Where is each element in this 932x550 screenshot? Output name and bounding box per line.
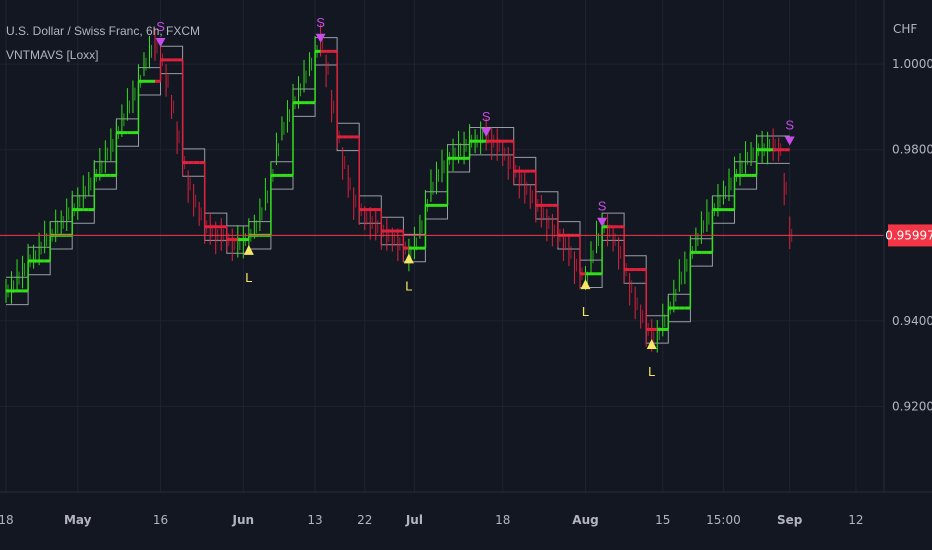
short-signal-arrow xyxy=(155,38,166,48)
long-signal-label: L xyxy=(245,270,252,285)
time-tick-label: 15 xyxy=(655,513,670,527)
currency-label: CHF xyxy=(893,22,917,36)
time-tick-label: 18 xyxy=(495,513,510,527)
short-signal-arrow xyxy=(315,33,326,43)
short-signal-label: S xyxy=(598,199,607,214)
time-tick-label: Sep xyxy=(777,513,803,527)
time-tick-label: Jun xyxy=(232,513,255,527)
short-signal-label: S xyxy=(316,15,325,30)
time-tick-label: Aug xyxy=(572,513,598,527)
long-signal-label: L xyxy=(648,364,655,379)
short-signal-label: S xyxy=(482,109,491,124)
time-tick-label: 16 xyxy=(153,513,168,527)
last-price-tag: 0.95997 xyxy=(885,224,932,247)
time-tick-label: Jul xyxy=(405,513,423,527)
signal-markers: S S S S S L L L L xyxy=(155,15,795,379)
indicator-title[interactable]: VNTMAVS [Loxx] xyxy=(6,48,99,62)
price-tag-bg xyxy=(888,224,932,247)
symbol-title[interactable]: U.S. Dollar / Swiss Franc, 6h, FXCM xyxy=(6,24,201,38)
time-tick-label: 12 xyxy=(848,513,863,527)
short-signal-arrow xyxy=(481,127,492,137)
long-signal-label: L xyxy=(582,304,589,319)
long-signal-arrow xyxy=(403,253,414,264)
price-tick-label: 0.92000 xyxy=(892,399,932,413)
time-tick-label: 18 xyxy=(0,513,14,527)
long-signal-arrow xyxy=(646,338,657,349)
short-signal-arrow xyxy=(784,136,795,146)
lower-band xyxy=(6,64,790,344)
time-tick-label: 15:00 xyxy=(706,513,741,527)
short-signal-arrow xyxy=(597,217,608,227)
short-signal-label: S xyxy=(156,19,165,34)
long-signal-arrow xyxy=(243,244,254,255)
time-tick-label: May xyxy=(64,513,92,527)
short-signal-label: S xyxy=(785,117,794,132)
price-axis[interactable]: 1.000000.980000.960000.940000.92000 xyxy=(892,57,932,413)
price-tag-label: 0.95997 xyxy=(885,228,932,242)
time-tick-label: 13 xyxy=(307,513,322,527)
long-signal-arrow xyxy=(580,279,591,290)
time-axis[interactable]: 18 May 16 Jun 13 22 Jul 18 Aug 15 15:00 Sep 12 xyxy=(0,513,864,527)
long-signal-label: L xyxy=(405,278,412,293)
time-tick-label: 22 xyxy=(357,513,372,527)
